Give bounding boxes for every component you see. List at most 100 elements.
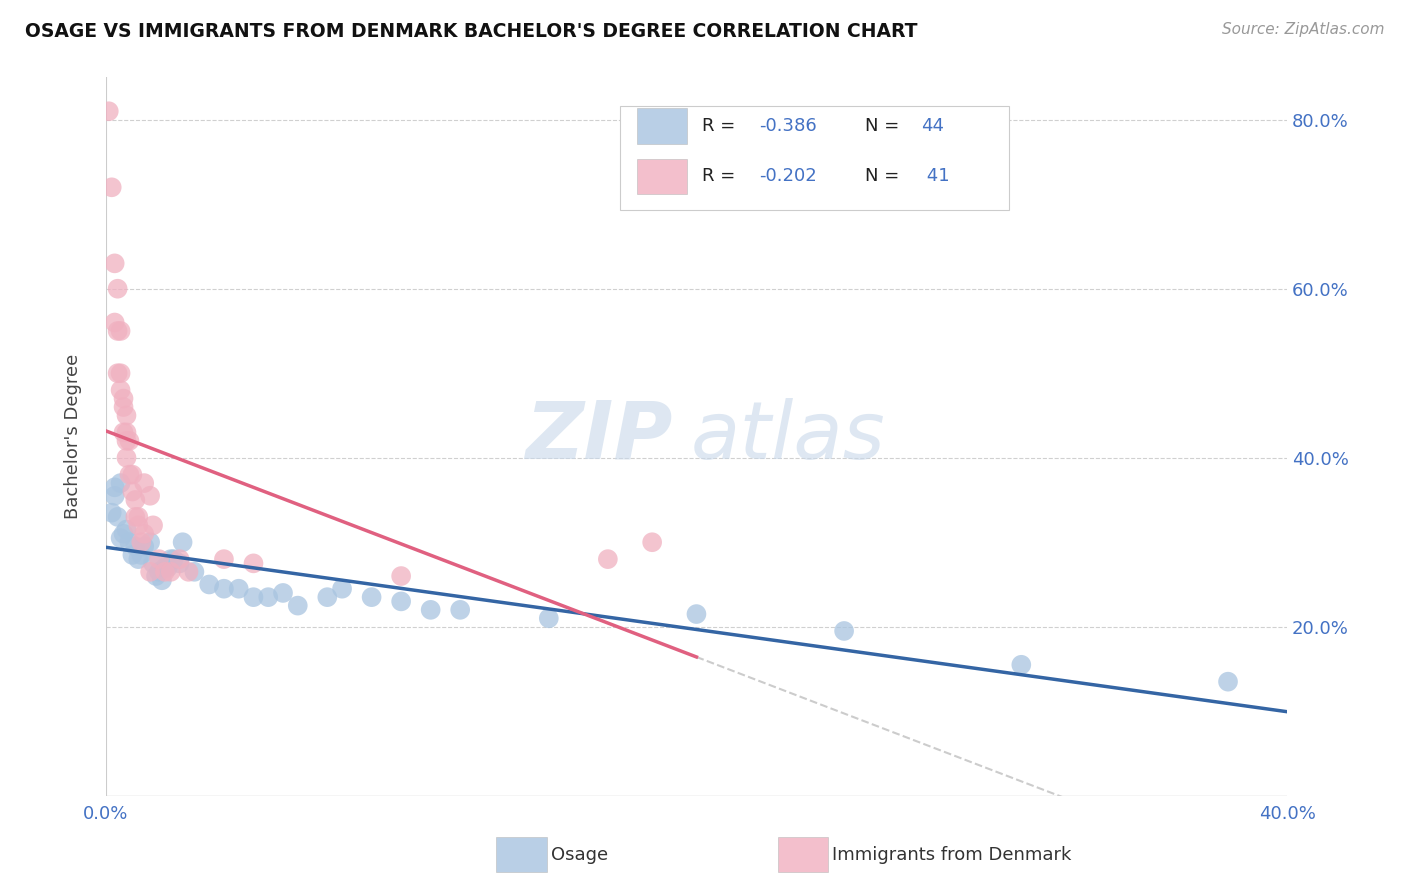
Point: [124, 493, 146, 508]
Text: 44: 44: [921, 117, 943, 135]
Point: [127, 552, 149, 566]
Point: [100, 506, 122, 520]
Point: [129, 548, 152, 562]
Point: [104, 256, 127, 270]
Point: [124, 540, 146, 554]
Point: [134, 540, 156, 554]
Point: [159, 565, 181, 579]
Point: [163, 552, 186, 566]
Point: [641, 535, 664, 549]
Point: [419, 603, 441, 617]
Text: N =: N =: [865, 167, 905, 185]
Point: [330, 582, 353, 596]
Point: [360, 590, 382, 604]
Text: Osage: Osage: [551, 846, 609, 863]
Point: [115, 523, 138, 537]
Point: [389, 594, 412, 608]
Point: [121, 467, 143, 482]
Point: [115, 425, 138, 440]
Point: [100, 180, 122, 194]
Point: [1010, 657, 1032, 672]
Point: [118, 434, 141, 448]
Point: [153, 560, 176, 574]
Point: [121, 484, 143, 499]
Point: [104, 489, 127, 503]
Text: -0.386: -0.386: [759, 117, 817, 135]
Point: [129, 535, 152, 549]
Text: OSAGE VS IMMIGRANTS FROM DENMARK BACHELOR'S DEGREE CORRELATION CHART: OSAGE VS IMMIGRANTS FROM DENMARK BACHELO…: [25, 22, 918, 41]
FancyBboxPatch shape: [620, 106, 1010, 211]
Point: [127, 518, 149, 533]
Point: [107, 324, 129, 338]
Point: [145, 569, 167, 583]
Point: [112, 400, 135, 414]
Point: [127, 509, 149, 524]
Point: [104, 316, 127, 330]
Point: [107, 509, 129, 524]
Point: [139, 535, 162, 549]
Point: [169, 552, 191, 566]
Point: [169, 557, 191, 571]
Text: Source: ZipAtlas.com: Source: ZipAtlas.com: [1222, 22, 1385, 37]
Point: [107, 282, 129, 296]
Text: R =: R =: [703, 167, 741, 185]
Point: [115, 450, 138, 465]
Point: [198, 577, 221, 591]
Point: [832, 624, 855, 638]
Point: [107, 366, 129, 380]
Point: [156, 560, 179, 574]
Point: [228, 582, 250, 596]
Point: [271, 586, 294, 600]
Y-axis label: Bachelor's Degree: Bachelor's Degree: [65, 354, 82, 519]
Point: [242, 557, 264, 571]
Point: [112, 425, 135, 440]
Point: [596, 552, 619, 566]
Point: [134, 476, 156, 491]
Point: [148, 552, 170, 566]
Point: [110, 366, 132, 380]
Point: [150, 574, 173, 588]
Point: [104, 480, 127, 494]
Point: [316, 590, 339, 604]
Point: [112, 526, 135, 541]
Point: [159, 552, 181, 566]
Point: [110, 476, 132, 491]
Point: [212, 582, 235, 596]
Point: [134, 526, 156, 541]
Point: [115, 434, 138, 448]
Point: [142, 518, 165, 533]
Point: [257, 590, 280, 604]
Text: Immigrants from Denmark: Immigrants from Denmark: [832, 846, 1071, 863]
Text: 41: 41: [921, 167, 949, 185]
Point: [212, 552, 235, 566]
FancyBboxPatch shape: [637, 108, 688, 144]
Point: [112, 392, 135, 406]
Point: [537, 611, 560, 625]
Point: [139, 565, 162, 579]
Text: R =: R =: [703, 117, 741, 135]
Text: atlas: atlas: [690, 398, 886, 475]
Point: [121, 548, 143, 562]
FancyBboxPatch shape: [637, 159, 688, 194]
Point: [172, 535, 194, 549]
Point: [110, 324, 132, 338]
Point: [118, 535, 141, 549]
Point: [153, 565, 176, 579]
Text: ZIP: ZIP: [526, 398, 673, 475]
Point: [118, 467, 141, 482]
Point: [139, 489, 162, 503]
Point: [110, 531, 132, 545]
Point: [389, 569, 412, 583]
Point: [97, 104, 120, 119]
Point: [449, 603, 471, 617]
Point: [110, 383, 132, 397]
Point: [183, 565, 205, 579]
Point: [142, 557, 165, 571]
Point: [177, 565, 200, 579]
Point: [242, 590, 264, 604]
Point: [287, 599, 309, 613]
Point: [148, 565, 170, 579]
Point: [115, 409, 138, 423]
Text: N =: N =: [865, 117, 905, 135]
Point: [1216, 674, 1239, 689]
